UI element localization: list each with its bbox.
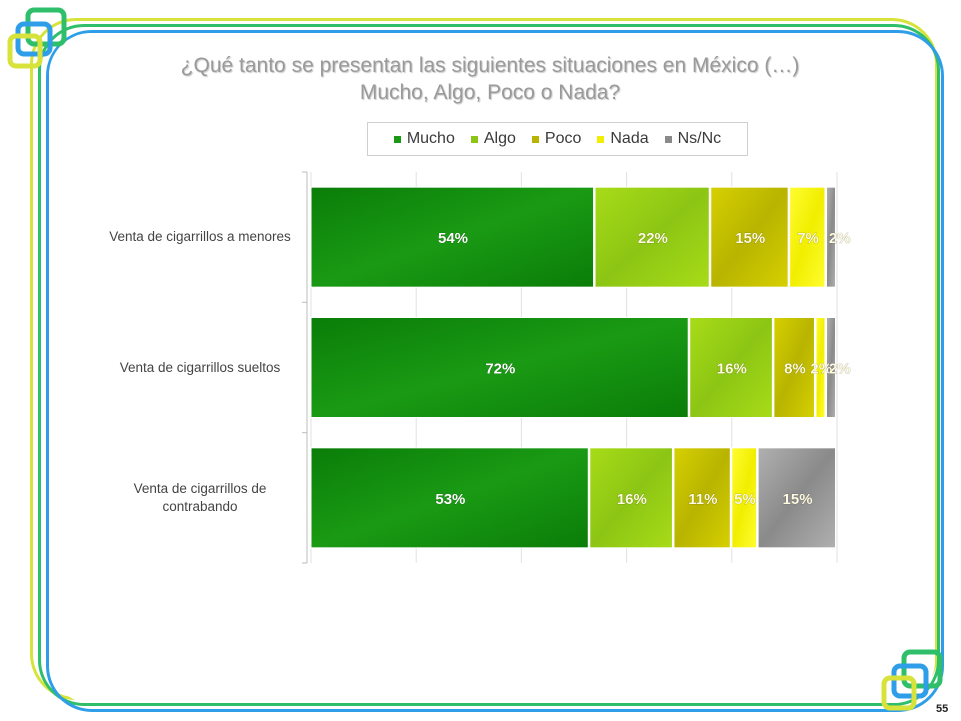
data-label: 15% [735,230,765,247]
legend-item-algo: Algo [470,130,516,148]
bar-mucho-2 [310,317,689,418]
legend-label: Algo [483,130,516,147]
legend-swatch [597,135,605,143]
data-label: 16% [617,491,647,508]
bar-algo-2 [689,317,773,418]
legend-swatch [531,135,539,143]
chart-legend: Mucho Algo Poco Nada Ns/Nc [367,122,748,156]
data-label: 2% [829,361,851,378]
bar-nsnc-1 [825,186,836,288]
legend-label: Poco [544,130,582,147]
category-label-line: Venta de cigarrillos de [133,480,267,496]
data-label: 16% [717,361,747,378]
legend-label: Nada [610,130,649,147]
category-label: Venta de cigarrillos a menores [105,228,295,246]
bar-algo-1 [594,186,710,288]
legend-swatch [664,135,672,143]
chart-title-line-2: Mucho, Algo, Poco o Nada? [359,81,621,104]
data-label: 54% [438,230,468,247]
bar-poco-1 [710,186,789,288]
category-label: Venta de cigarrillos sueltos [105,359,295,377]
bar-algo-3 [589,447,673,549]
data-label: 72% [485,361,515,378]
legend-swatch [470,135,478,143]
data-label: 2% [829,230,851,247]
bar-mucho-1 [310,186,595,288]
frame-line-green [38,24,940,706]
frame-line-blue [46,30,944,712]
data-label: 11% [688,491,717,508]
logo-bottom-right [881,649,943,711]
category-label-line: Venta de cigarrillos sueltos [119,359,281,375]
bar-nsnc-3 [757,447,836,549]
bar-poco-3 [673,447,731,549]
legend-item-poco: Poco [531,130,582,148]
chart-title-line-1: ¿Qué tanto se presentan las siguientes s… [180,54,800,77]
data-label: 8% [784,361,806,378]
bar-nada-3 [731,447,758,549]
data-label: 5% [734,491,756,508]
category-label-line: Venta de cigarrillos a menores [109,229,291,245]
data-label: 2% [810,361,832,378]
data-label: 7% [797,230,819,247]
logo-top-left [7,7,67,69]
category-label: Venta de cigarrillos de contrabando [105,480,295,516]
data-label: 15% [783,491,813,508]
bar-nsnc-2 [825,317,836,418]
legend-label: Mucho [406,130,455,147]
bar-nada-1 [789,186,826,288]
data-label: 22% [638,230,668,247]
legend-swatch [393,135,401,143]
legend-item-mucho: Mucho [393,130,455,148]
page-number: 55 [936,703,949,715]
bar-poco-2 [773,317,815,418]
legend-item-nsnc: Ns/Nc [664,130,722,148]
bar-mucho-3 [310,447,589,549]
chart-title: ¿Qué tanto se presentan las siguientes s… [100,52,880,106]
category-label-line: contrabando [162,498,238,514]
legend-item-nada: Nada [597,130,649,148]
data-label: 53% [435,491,465,508]
bar-nada-2 [815,317,826,418]
legend-label: Ns/Nc [677,130,722,147]
